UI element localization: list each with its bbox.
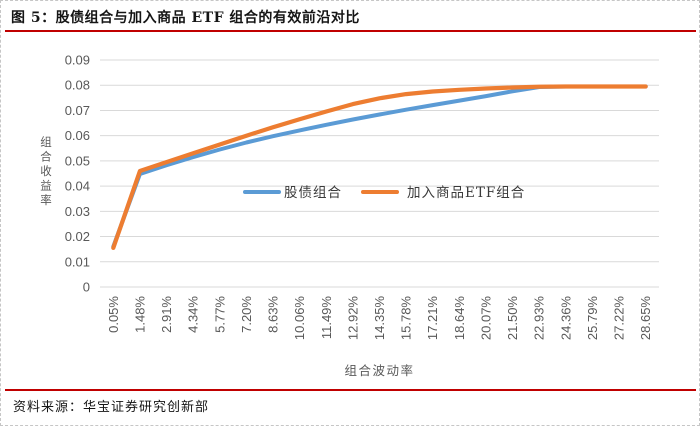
y-tick-label: 0.08 <box>65 78 90 93</box>
y-axis-title-char: 组 <box>40 135 52 149</box>
x-tick-label: 27.22% <box>612 296 627 341</box>
legend-label-stock-bond: 股债组合 <box>284 185 342 201</box>
series-line-with-commodity-etf <box>111 84 648 250</box>
y-tick-label: 0.01 <box>65 254 90 269</box>
x-axis-title: 组合波动率 <box>344 363 414 378</box>
x-tick-label: 7.20% <box>239 296 254 333</box>
x-tick-label: 22.93% <box>532 296 547 341</box>
x-tick-label: 2.91% <box>159 296 174 333</box>
x-tick-label: 21.50% <box>505 296 520 341</box>
x-tick-label: 12.92% <box>345 296 360 341</box>
x-tick-label: 11.49% <box>319 296 334 340</box>
y-axis-title-char: 收 <box>40 164 52 178</box>
x-tick-label: 14.35% <box>372 296 387 341</box>
x-tick-label: 17.21% <box>425 296 440 341</box>
y-tick-label: 0.09 <box>65 53 90 68</box>
y-tick-label: 0.03 <box>65 204 90 219</box>
x-tick-label: 10.06% <box>292 296 307 341</box>
y-tick-label: 0.05 <box>65 153 90 168</box>
x-tick-label: 24.36% <box>558 296 573 341</box>
x-tick-label: 18.64% <box>452 296 467 341</box>
x-tick-label: 20.07% <box>478 296 493 341</box>
efficient-frontier-line-chart: 0 0.01 0.02 0.03 0.04 0.05 0.06 0.07 0.08 0.09 组合收… <box>40 53 659 378</box>
x-tick-label: 4.34% <box>186 296 201 333</box>
y-tick-label: 0 <box>83 280 90 295</box>
x-tick-label: 28.65% <box>638 296 653 341</box>
title-divider-rule <box>5 30 696 32</box>
y-tick-label: 0.02 <box>65 229 90 244</box>
x-tick-label: 0.05% <box>106 296 121 333</box>
figure-title: 图 5：股债组合与加入商品 ETF 组合的有效前沿对比 <box>11 10 360 26</box>
x-tick-label: 5.77% <box>212 296 227 333</box>
x-tick-label: 1.48% <box>132 296 147 333</box>
x-tick-label: 15.78% <box>399 296 414 341</box>
y-axis-title-char: 益 <box>40 179 52 193</box>
y-tick-label: 0.06 <box>65 128 90 143</box>
y-axis-title-char: 率 <box>40 193 52 207</box>
x-tick-label: 25.79% <box>585 296 600 341</box>
y-tick-label: 0.04 <box>65 179 90 194</box>
x-tick-label: 8.63% <box>266 296 281 333</box>
source-note: 资料来源：华宝证券研究创新部 <box>13 400 210 415</box>
y-tick-label: 0.07 <box>65 103 90 118</box>
y-axis-title-char: 合 <box>40 150 52 164</box>
source-divider-rule <box>5 389 696 391</box>
legend-label-with-commodity-etf: 加入商品ETF组合 <box>407 185 525 201</box>
